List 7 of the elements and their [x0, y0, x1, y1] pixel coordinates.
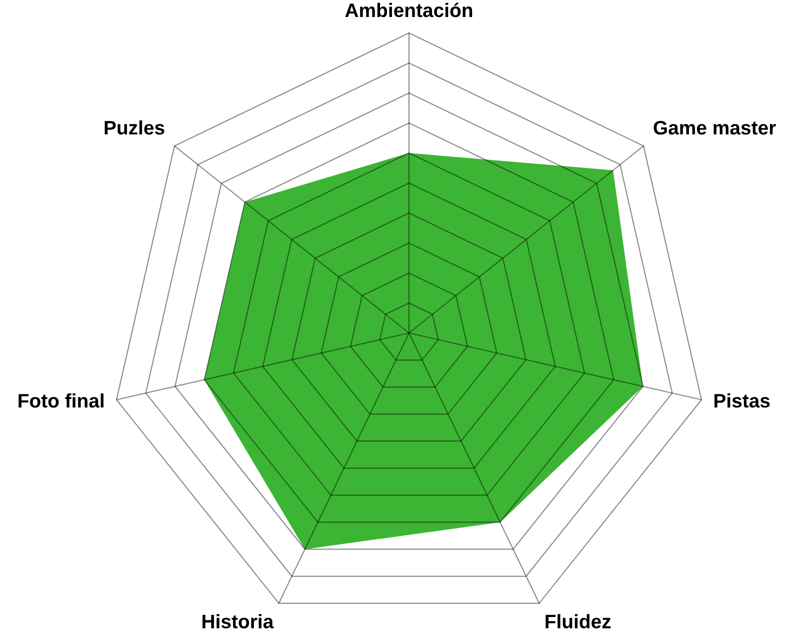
spoke-label: Pistas — [714, 393, 770, 408]
spoke-label: Ambientación — [345, 2, 472, 18]
spoke-label: Game master — [654, 120, 776, 135]
spoke-label: Foto final — [18, 393, 104, 408]
spoke-label: Fluidez — [546, 614, 611, 628]
spoke-label: Historia — [202, 614, 274, 628]
spoke-label: Puzles — [104, 120, 164, 135]
